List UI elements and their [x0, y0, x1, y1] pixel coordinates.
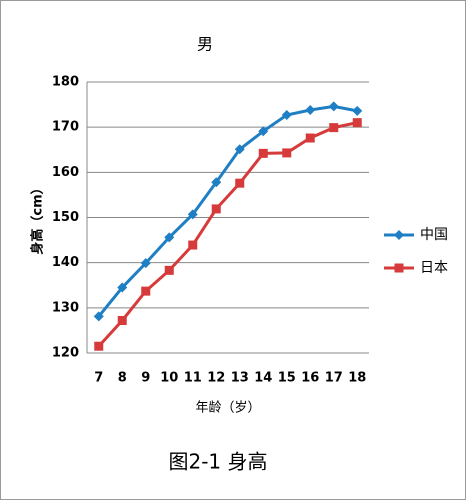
point: [329, 123, 339, 133]
point: [258, 148, 268, 158]
y-tick-label: 170: [52, 120, 79, 135]
point: [352, 105, 363, 116]
point: [394, 263, 404, 273]
point: [281, 109, 292, 120]
y-tick-label: 140: [52, 255, 79, 270]
x-tick-label: 16: [301, 371, 319, 386]
x-tick-label: 8: [118, 371, 127, 386]
legend-label: 中国: [420, 227, 448, 243]
x-tick-label: 7: [94, 371, 103, 386]
x-tick-label: 17: [325, 371, 343, 386]
point: [394, 230, 404, 240]
x-tick-label: 12: [207, 371, 225, 386]
point: [211, 177, 222, 188]
y-tick-label: 180: [52, 75, 79, 90]
point: [164, 232, 175, 243]
point: [211, 204, 221, 214]
y-axis-label: 身高（cm）: [30, 181, 46, 254]
point: [188, 240, 198, 250]
point: [140, 258, 151, 269]
x-tick-label: 13: [231, 371, 249, 386]
point: [258, 126, 269, 137]
point: [305, 105, 316, 116]
point: [305, 133, 315, 143]
legend-label: 日本: [420, 260, 448, 276]
point: [93, 311, 104, 322]
y-tick-label: 150: [52, 210, 79, 225]
y-tick-label: 130: [52, 300, 79, 315]
x-tick-label: 18: [348, 371, 366, 386]
point: [328, 101, 339, 112]
point: [282, 148, 292, 158]
point: [94, 341, 104, 351]
point: [141, 286, 151, 296]
x-tick-label: 14: [254, 371, 272, 386]
x-axis-label: 年龄（岁）: [195, 401, 260, 416]
point: [235, 178, 245, 188]
y-tick-label: 120: [52, 346, 79, 361]
point: [117, 315, 127, 325]
y-tick-label: 160: [52, 165, 79, 180]
caption: 图2-1 身高: [168, 450, 267, 474]
x-tick-label: 15: [278, 371, 296, 386]
x-tick-label: 11: [184, 371, 202, 386]
point: [352, 118, 362, 128]
point: [117, 282, 128, 293]
x-tick-label: 10: [160, 371, 178, 386]
point: [164, 265, 174, 275]
chart-title: 男: [197, 35, 213, 54]
point: [187, 209, 198, 220]
x-tick-label: 9: [141, 371, 150, 386]
point: [234, 144, 245, 155]
